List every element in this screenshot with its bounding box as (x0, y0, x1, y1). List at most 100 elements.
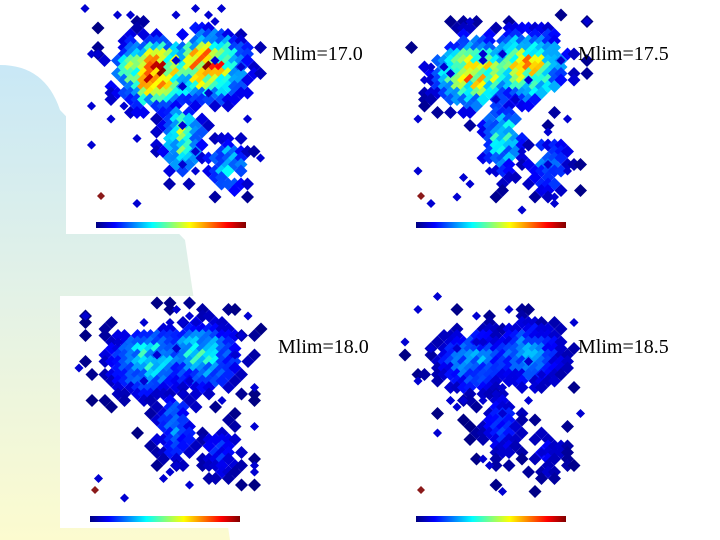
heat-cell (528, 413, 542, 427)
heat-cell (255, 153, 266, 163)
heat-cell (432, 428, 443, 438)
heat-cell (176, 459, 190, 472)
heat-cell (79, 355, 92, 368)
heatmap-plot-2 (405, 8, 594, 228)
heatmap-panel-3: Mlim=18.0 (60, 296, 390, 528)
panel-label-1: Mlim=17.0 (272, 43, 363, 65)
heat-cell (561, 361, 574, 375)
heat-cell (85, 368, 99, 381)
heat-cell (85, 394, 99, 407)
heat-cell (125, 10, 136, 20)
heat-cell (522, 465, 535, 479)
heat-cell (470, 400, 483, 414)
heat-cell (176, 28, 189, 41)
heat-cell (452, 192, 462, 202)
heat-cell (400, 337, 410, 347)
heat-cell (489, 459, 503, 472)
heat-cell (235, 446, 248, 459)
heat-cell (478, 454, 488, 464)
heat-cell (228, 407, 242, 420)
heat-cell (515, 426, 529, 440)
heat-cell (491, 389, 501, 399)
heat-cell (254, 322, 268, 336)
heat-cell (132, 198, 142, 209)
heat-cell (74, 363, 84, 373)
heat-cell (484, 166, 495, 176)
heat-cell (478, 337, 488, 347)
heat-cell (208, 190, 222, 204)
heat-cell (235, 387, 248, 401)
heat-cell (522, 303, 535, 316)
outlier-cell (417, 486, 425, 494)
heat-cell (98, 54, 111, 67)
panel-label-2: Mlim=17.5 (578, 43, 669, 65)
heat-cell (228, 420, 242, 433)
heat-cell (137, 106, 150, 119)
heat-cell (567, 73, 581, 87)
outlier-cell (417, 192, 425, 200)
heat-cell (210, 16, 220, 27)
heat-cell (418, 368, 431, 381)
heat-cell (247, 145, 261, 158)
heat-cell (235, 478, 248, 492)
heatmap-panel-1: Mlim=17.0 (66, 3, 396, 234)
heat-cell (575, 408, 586, 419)
heat-cell (496, 184, 509, 197)
heatmap-panel-2: Mlim=17.5 (386, 8, 716, 234)
heat-cell (413, 114, 423, 124)
heat-cell (254, 41, 267, 54)
outlier-cell (97, 192, 105, 200)
heat-cell (465, 179, 475, 189)
heat-cell (478, 55, 488, 66)
heat-cell (184, 376, 195, 386)
heat-cell (171, 10, 181, 20)
heat-cell (465, 16, 475, 27)
heat-cell (152, 350, 162, 360)
heat-cell (580, 67, 594, 80)
heat-cell (184, 480, 195, 490)
heat-cell (86, 140, 97, 150)
heat-cell (189, 400, 203, 414)
heat-cell (458, 395, 469, 406)
heat-cell (554, 8, 568, 22)
colorbar-1 (96, 222, 246, 228)
heat-cell (554, 73, 568, 87)
heat-cell (413, 376, 423, 386)
outlier-cell (91, 486, 99, 494)
heat-cell (241, 177, 254, 191)
heat-cell (549, 198, 560, 209)
heat-cell (236, 330, 247, 341)
heat-cell (112, 10, 123, 20)
heat-cell (191, 317, 201, 328)
heat-cell (190, 146, 201, 157)
heat-cell (432, 291, 443, 302)
colorbar-2 (416, 222, 566, 228)
heat-cell (113, 337, 123, 347)
heat-cell (210, 55, 220, 66)
heat-cell (119, 101, 129, 111)
heat-cell (522, 138, 535, 152)
heatmap-plot-1 (80, 3, 267, 228)
heat-cell (163, 303, 177, 316)
heat-cell (171, 343, 182, 354)
heat-cell (235, 459, 248, 472)
heat-cell (574, 158, 587, 171)
heat-cell (183, 296, 196, 310)
heat-cell (452, 402, 462, 412)
heat-cell (241, 190, 254, 204)
heat-cell (119, 493, 130, 503)
heat-cell (405, 41, 418, 54)
heat-cell (426, 62, 436, 72)
heat-cell (203, 88, 214, 98)
heat-cell (177, 81, 188, 92)
heat-cell (569, 317, 579, 328)
heat-cell (248, 478, 261, 492)
heat-cell (463, 119, 477, 132)
colorbar-4 (416, 516, 566, 522)
heat-cell (158, 473, 169, 484)
heat-cell (235, 368, 248, 381)
heat-cell (504, 304, 514, 315)
heat-cell (86, 49, 97, 59)
heat-cell (105, 316, 118, 329)
heat-cell (236, 62, 246, 72)
